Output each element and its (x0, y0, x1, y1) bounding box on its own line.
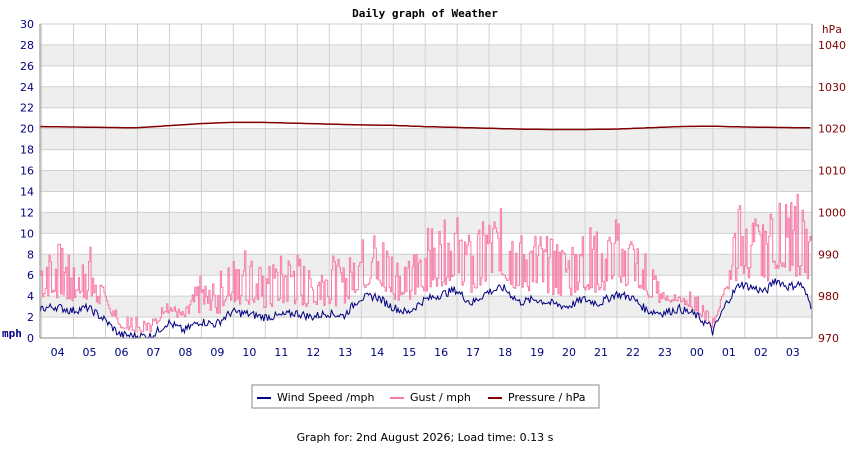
left-tick-label: 22 (20, 102, 34, 115)
legend-box (251, 384, 600, 409)
x-tick-label: 08 (178, 346, 192, 359)
x-tick-label: 22 (626, 346, 640, 359)
x-tick-label: 21 (594, 346, 608, 359)
right-tick-label: 970 (818, 332, 839, 345)
wind-line (39, 278, 812, 340)
grid-band (40, 107, 812, 129)
x-tick-label: 05 (83, 346, 97, 359)
axes: 0246810121416182022242628309709809901000… (20, 18, 846, 359)
x-tick-label: 15 (402, 346, 416, 359)
chart-title: Daily graph of Weather (352, 7, 498, 20)
gust-line (40, 193, 812, 333)
right-tick-label: 990 (818, 248, 839, 261)
x-tick-label: 09 (210, 346, 224, 359)
grid-band (40, 170, 812, 192)
x-tick-label: 18 (498, 346, 512, 359)
left-tick-label: 6 (27, 269, 34, 282)
right-tick-label: 980 (818, 290, 839, 303)
right-tick-label: 1000 (818, 206, 846, 219)
x-tick-label: 07 (146, 346, 160, 359)
right-axis-unit: hPa (822, 23, 842, 36)
x-tick-label: 17 (466, 346, 480, 359)
grid-band (40, 44, 812, 66)
left-tick-label: 8 (27, 248, 34, 261)
legend: Wind Speed /mph Gust / mph Pressure / hP… (251, 384, 600, 409)
x-tick-label: 06 (115, 346, 129, 359)
left-tick-label: 26 (20, 60, 34, 73)
footer-text: Graph for: 2nd August 2026; Load time: 0… (296, 431, 554, 444)
x-tick-label: 04 (51, 346, 65, 359)
right-tick-label: 1040 (818, 39, 846, 52)
left-tick-label: 10 (20, 227, 34, 240)
x-tick-label: 19 (530, 346, 544, 359)
grid-band (40, 86, 812, 108)
legend-label-gust: Gust / mph (410, 391, 471, 404)
x-tick-label: 02 (754, 346, 768, 359)
left-tick-label: 0 (27, 332, 34, 345)
grid-band (40, 233, 812, 255)
right-tick-label: 1030 (818, 81, 846, 94)
x-tick-label: 20 (562, 346, 576, 359)
grid-band (40, 191, 812, 213)
x-tick-label: 00 (690, 346, 704, 359)
x-tick-label: 14 (370, 346, 384, 359)
x-tick-label: 01 (722, 346, 736, 359)
grid-band (40, 149, 812, 171)
left-tick-label: 18 (20, 144, 34, 157)
grid-band (40, 65, 812, 87)
left-tick-label: 12 (20, 206, 34, 219)
left-tick-label: 24 (20, 81, 34, 94)
x-tick-label: 13 (338, 346, 352, 359)
x-tick-label: 16 (434, 346, 448, 359)
legend-label-pressure: Pressure / hPa (508, 391, 586, 404)
left-tick-label: 16 (20, 165, 34, 178)
left-tick-label: 4 (27, 290, 34, 303)
left-axis-unit: mph (2, 327, 22, 340)
pressure-series (40, 121, 811, 131)
grid-band (40, 128, 812, 150)
left-tick-label: 14 (20, 185, 34, 198)
left-tick-label: 30 (20, 18, 34, 31)
left-tick-label: 20 (20, 123, 34, 136)
x-tick-label: 10 (242, 346, 256, 359)
x-tick-label: 11 (274, 346, 288, 359)
pressure-line (40, 121, 811, 131)
x-tick-label: 23 (658, 346, 672, 359)
gust-series (40, 193, 812, 333)
left-tick-label: 2 (27, 311, 34, 324)
right-tick-label: 1010 (818, 165, 846, 178)
x-tick-label: 03 (786, 346, 800, 359)
x-tick-label: 12 (306, 346, 320, 359)
grid-band (40, 24, 812, 45)
legend-label-wind: Wind Speed /mph (277, 391, 375, 404)
wind-series (39, 278, 812, 340)
left-tick-label: 28 (20, 39, 34, 52)
right-tick-label: 1020 (818, 123, 846, 136)
grid-band (40, 212, 812, 234)
